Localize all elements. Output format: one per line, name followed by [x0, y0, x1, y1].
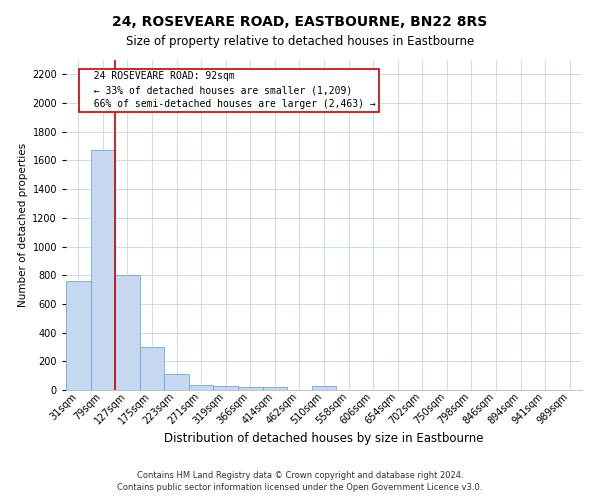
- X-axis label: Distribution of detached houses by size in Eastbourne: Distribution of detached houses by size …: [164, 432, 484, 445]
- Text: Size of property relative to detached houses in Eastbourne: Size of property relative to detached ho…: [126, 35, 474, 48]
- Text: Contains HM Land Registry data © Crown copyright and database right 2024.
Contai: Contains HM Land Registry data © Crown c…: [118, 471, 482, 492]
- Bar: [115, 275, 140, 390]
- Bar: [189, 384, 214, 390]
- Y-axis label: Number of detached properties: Number of detached properties: [18, 143, 28, 307]
- Bar: [66, 281, 91, 390]
- Bar: [238, 388, 263, 390]
- Bar: [263, 388, 287, 390]
- Text: 24 ROSEVEARE ROAD: 92sqm
  ← 33% of detached houses are smaller (1,209)
  66% of: 24 ROSEVEARE ROAD: 92sqm ← 33% of detach…: [82, 72, 376, 110]
- Bar: [312, 386, 336, 390]
- Bar: [214, 386, 238, 390]
- Bar: [140, 347, 164, 390]
- Text: 24, ROSEVEARE ROAD, EASTBOURNE, BN22 8RS: 24, ROSEVEARE ROAD, EASTBOURNE, BN22 8RS: [112, 15, 488, 29]
- Bar: [91, 150, 115, 390]
- Bar: [164, 374, 189, 390]
